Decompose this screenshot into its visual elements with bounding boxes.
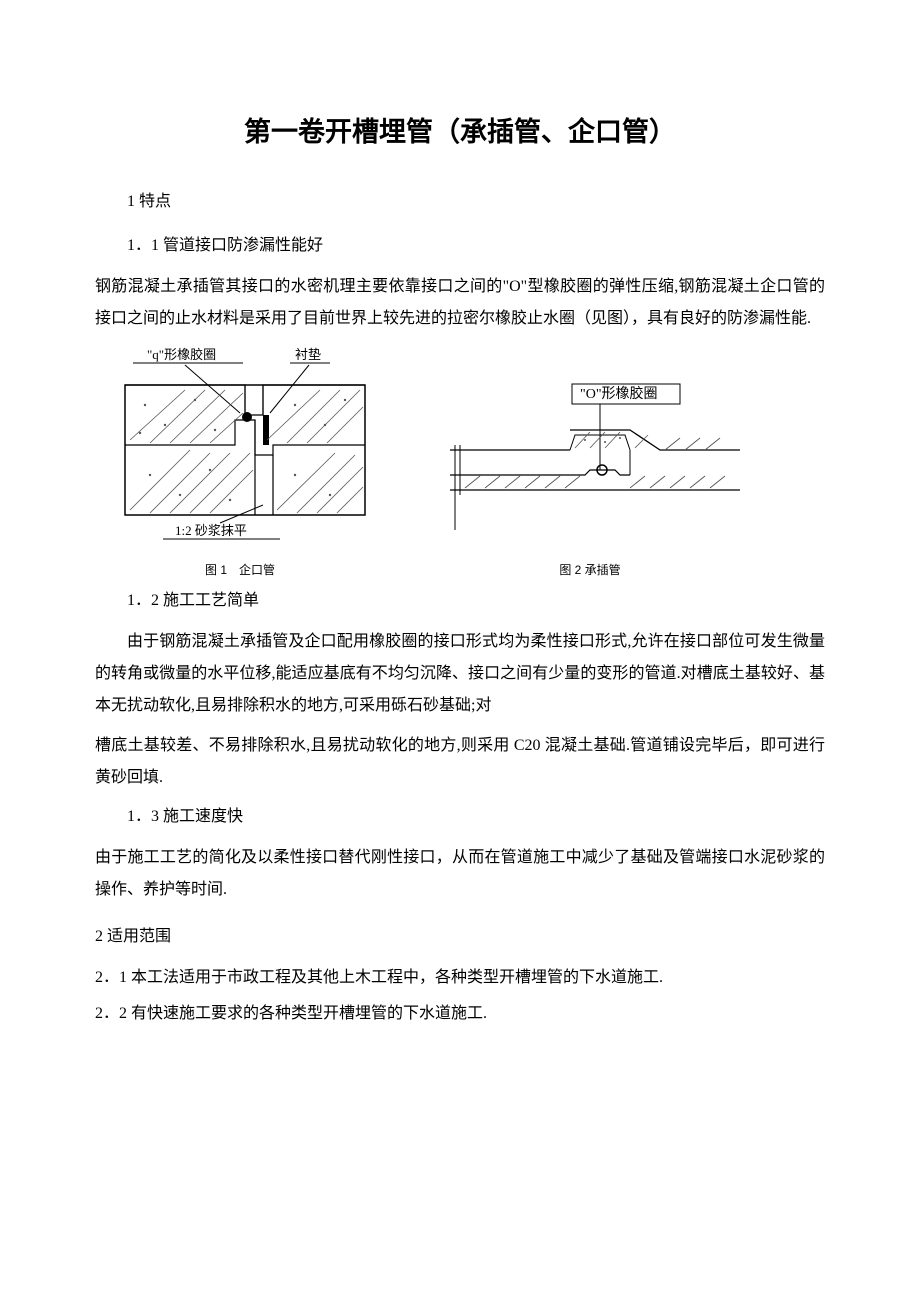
section-2-head: 2 适用范围 (95, 922, 825, 946)
subsection-1-2: 1．2 施工工艺简单 (95, 586, 825, 610)
paragraph-1-2b: 槽底土基较差、不易排除积水,且易扰动软化的地方,则采用 C20 混凝土基础.管道… (95, 730, 825, 794)
subsection-1-3: 1．3 施工速度快 (95, 802, 825, 826)
figures-row: "q"形橡胶圈 衬垫 (95, 345, 825, 578)
fig1-label-q: "q"形橡胶圈 (147, 347, 216, 362)
fig1-label-mortar: 1:2 砂浆抹平 (175, 523, 247, 538)
figure-2-caption: 图 2 承插管 (559, 561, 620, 578)
subsection-1-1: 1．1 管道接口防渗漏性能好 (95, 231, 825, 255)
fig2-label-o: "O"形橡胶圈 (580, 385, 658, 402)
paragraph-1-3: 由于施工工艺的简化及以柔性接口替代刚性接口，从而在管道施工中减少了基础及管端接口… (95, 842, 825, 906)
paragraph-1-2a: 由于钢筋混凝土承插管及企口配用橡胶圈的接口形式均为柔性接口形式,允许在接口部位可… (95, 626, 825, 722)
item-2-2: 2．2 有快速施工要求的各种类型开槽埋管的下水道施工. (95, 998, 825, 1030)
fig1-label-pad: 衬垫 (295, 347, 321, 362)
figure-1-caption: 图 1 企口管 (205, 561, 275, 578)
paragraph-1-1: 钢筋混凝土承插管其接口的水密机理主要依靠接口之间的"O"型橡胶圈的弹性压缩,钢筋… (95, 271, 825, 335)
page-title: 第一卷开槽埋管（承插管、企口管） (95, 110, 825, 149)
figure-2: "O"形橡胶圈 (430, 380, 750, 578)
figure-1: "q"形橡胶圈 衬垫 (95, 345, 385, 578)
section-1-head: 1 特点 (95, 187, 825, 211)
figure-1-svg: "q"形橡胶圈 衬垫 (95, 345, 385, 555)
item-2-1: 2．1 本工法适用于市政工程及其他上木工程中，各种类型开槽埋管的下水道施工. (95, 962, 825, 994)
figure-2-svg: "O"形橡胶圈 (430, 380, 750, 555)
